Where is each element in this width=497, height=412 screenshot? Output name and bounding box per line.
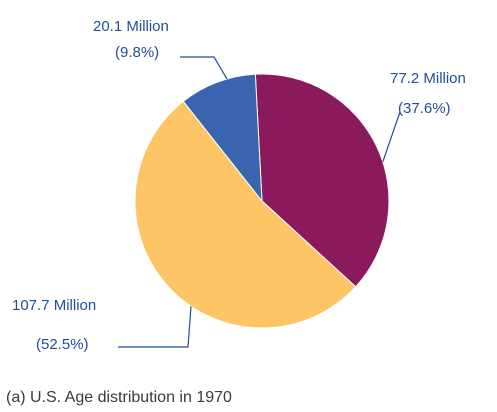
slice-label-value-0: 77.2 Million: [390, 70, 466, 87]
leader-line-0: [382, 111, 401, 162]
pie-slice-2: [182, 73, 263, 203]
leader-line-1: [118, 306, 192, 348]
slice-label-percent-0: (37.6%): [398, 100, 451, 117]
chart-caption: (a) U.S. Age distribution in 1970: [6, 389, 232, 406]
pie-slice-1: [134, 100, 357, 329]
slice-label-percent-2: (9.8%): [115, 44, 159, 61]
slice-label-percent-1: (52.5%): [36, 336, 89, 353]
leader-line-2: [180, 56, 228, 80]
pie-slice-0: [254, 73, 390, 288]
slice-label-value-1: 107.7 Million: [12, 297, 96, 314]
slice-label-value-2: 20.1 Million: [93, 18, 169, 35]
pie-slices: [134, 73, 390, 329]
leader-lines: [118, 56, 401, 348]
